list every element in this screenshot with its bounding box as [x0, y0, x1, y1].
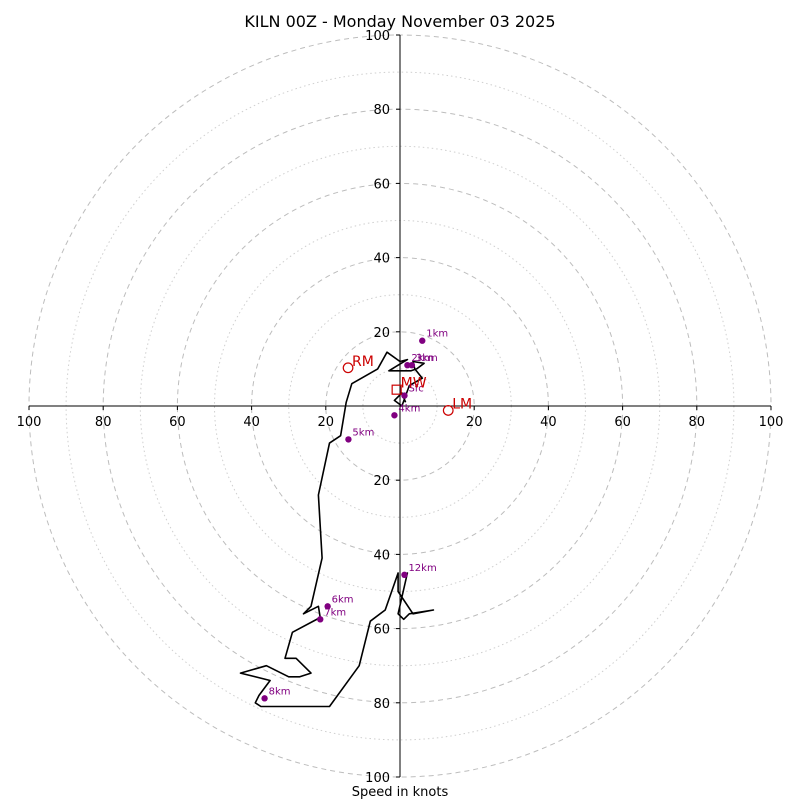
height-marker-label: 12km — [408, 563, 436, 574]
x-tick-label: 60 — [169, 415, 186, 430]
x-tick-label: 40 — [243, 415, 260, 430]
x-tick-label: 60 — [614, 415, 631, 430]
height-marker — [408, 361, 416, 369]
height-marker-label: 1km — [426, 329, 448, 340]
height-marker — [401, 571, 408, 579]
y-tick-label: 60 — [373, 177, 390, 192]
y-tick-label: 20 — [373, 326, 390, 341]
height-marker-label: 8km — [269, 686, 291, 697]
x-tick-label: 80 — [689, 415, 706, 430]
height-marker — [391, 412, 398, 419]
y-tick-label: 100 — [365, 29, 390, 44]
tick-labels: 100 100 80 80 60 60 40 40 20 20 20 20 40 40 60 60 80 80 10… — [17, 29, 784, 786]
height-marker-label: 3km — [416, 353, 438, 364]
height-marker-label: 6km — [332, 594, 354, 605]
y-tick-label: 80 — [373, 697, 390, 712]
storm-motion-label: RM — [352, 354, 374, 370]
storm-motion-marker — [342, 362, 354, 374]
height-marker — [324, 603, 331, 610]
height-marker — [345, 436, 352, 443]
chart-title: KILN 00Z - Monday November 03 2025 — [244, 12, 555, 31]
y-tick-label: 100 — [365, 771, 390, 786]
y-tick-label: 80 — [373, 103, 390, 118]
storm-motions: RM LM MW — [342, 354, 472, 416]
x-tick-label: 40 — [540, 415, 557, 430]
x-axis-label: Speed in knots — [352, 785, 449, 800]
height-marker-label: Sfc — [408, 384, 423, 395]
height-marker — [317, 616, 324, 623]
height-marker — [419, 337, 426, 344]
y-tick-label: 60 — [373, 623, 390, 638]
x-tick-label: 100 — [759, 415, 784, 430]
height-marker-label: 5km — [352, 427, 374, 438]
y-tick-label: 20 — [373, 474, 390, 489]
height-marker-label: 2km — [411, 353, 433, 364]
height-marker — [261, 695, 268, 702]
x-tick-label: 80 — [95, 415, 112, 430]
y-tick-label: 40 — [373, 252, 390, 267]
height-marker-label: 7km — [324, 607, 346, 618]
x-tick-label: 20 — [318, 415, 335, 430]
height-marker — [401, 392, 408, 399]
height-marker-label: 4km — [398, 403, 420, 414]
storm-motion-marker — [442, 405, 454, 416]
storm-motion-marker — [391, 384, 402, 395]
storm-motion-label: MW — [401, 376, 427, 392]
x-tick-label: 20 — [466, 415, 483, 430]
x-tick-label: 100 — [17, 415, 42, 430]
storm-motion-label: LM — [452, 396, 472, 412]
axes — [29, 35, 771, 777]
y-tick-label: 40 — [373, 548, 390, 563]
height-marker — [404, 361, 411, 369]
